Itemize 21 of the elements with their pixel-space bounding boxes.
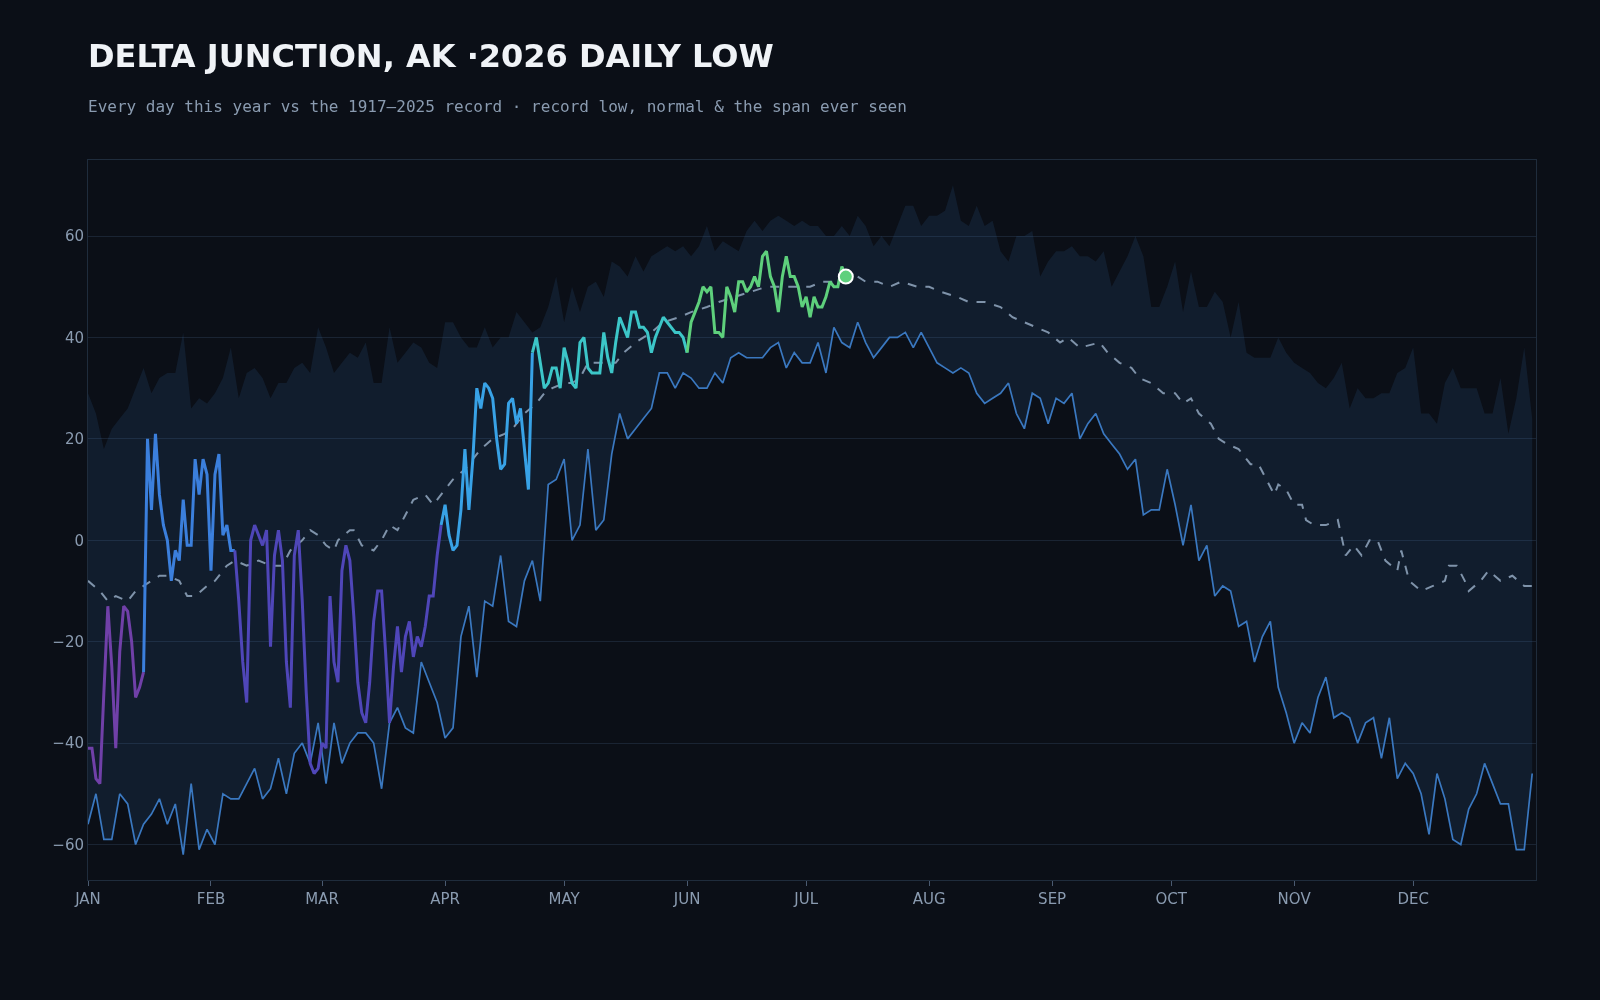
x-tick-label: JUL xyxy=(793,890,819,908)
y-tick-label: 0 xyxy=(74,531,84,550)
x-tick-label: SEP xyxy=(1038,890,1067,908)
x-tick-label: MAR xyxy=(305,890,339,908)
y-tick-label: −40 xyxy=(52,734,84,753)
x-tick-label: APR xyxy=(430,890,460,908)
x-tick-label: OCT xyxy=(1155,890,1188,908)
chart-subtitle: Every day this year vs the 1917–2025 record · record low, normal & the span ever seen xyxy=(88,97,907,117)
x-tick-label: AUG xyxy=(912,890,946,908)
y-tick-label: −20 xyxy=(52,632,84,651)
x-tick-label: FEB xyxy=(196,890,226,908)
y-tick-label: −60 xyxy=(52,835,84,854)
y-tick-label: 20 xyxy=(64,430,84,449)
x-tick-label: MAY xyxy=(548,890,581,908)
x-tick-label: NOV xyxy=(1277,890,1312,908)
x-tick-label: JUN xyxy=(672,890,701,908)
x-tick-label: JAN xyxy=(74,890,101,908)
y-tick-label: 60 xyxy=(64,227,84,246)
x-tick-label: DEC xyxy=(1397,890,1429,908)
y-tick-label: 40 xyxy=(64,328,84,347)
chart-title: DELTA JUNCTION, AK ·2026 DAILY LOW xyxy=(88,37,774,76)
